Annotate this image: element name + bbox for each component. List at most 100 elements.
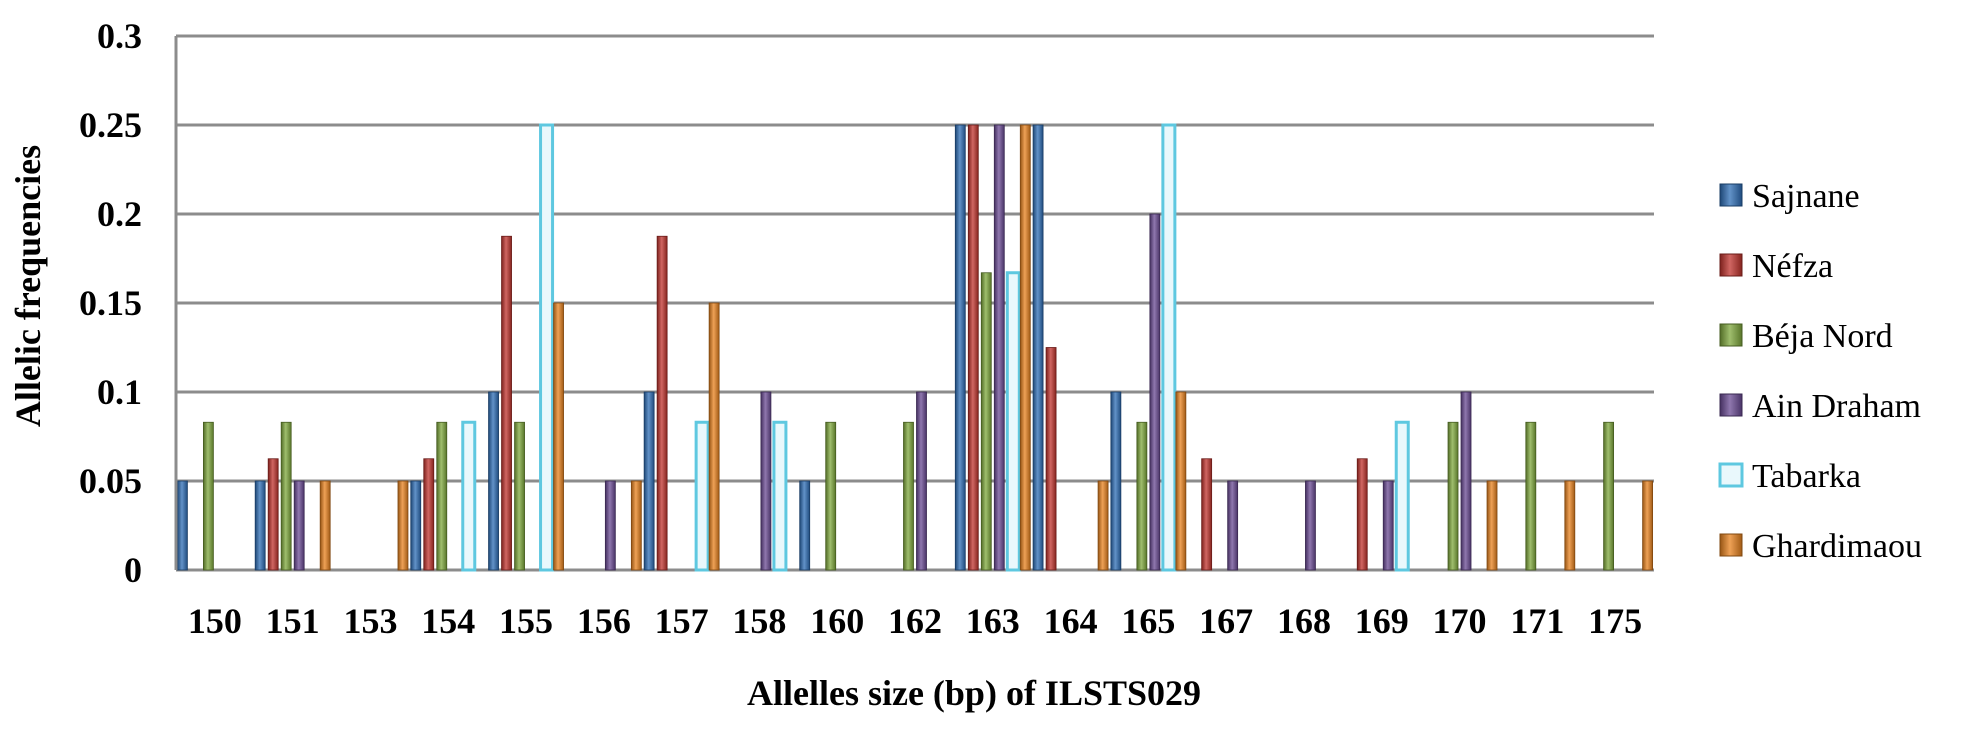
x-tick-label: 158 [732, 601, 786, 641]
x-tick-label: 153 [343, 601, 397, 641]
bar-ghardimaou [553, 302, 564, 571]
bar-tabarka [772, 420, 788, 572]
bar-béja-nord [280, 421, 292, 571]
bar-ghardimaou [1019, 124, 1031, 571]
x-tick-label: 156 [577, 601, 631, 641]
x-tick-label: 162 [888, 601, 942, 641]
bar-sajnane [1110, 391, 1122, 571]
bar-ghardimaou [1486, 480, 1498, 571]
y-tick-label: 0.15 [79, 283, 142, 323]
x-tick-label: 164 [1044, 601, 1098, 641]
bar-sajnane [488, 391, 499, 571]
y-tick-label: 0.3 [97, 16, 142, 56]
bar-béja-nord [903, 421, 914, 571]
x-tick-label: 163 [966, 601, 1020, 641]
bar-ain-draham [1149, 213, 1161, 571]
y-tick-label: 0.2 [97, 194, 142, 234]
x-tick-label: 170 [1433, 601, 1487, 641]
bar-ghardimaou [1175, 391, 1187, 571]
bar-béja-nord [202, 421, 214, 571]
x-tick-label: 167 [1199, 601, 1253, 641]
x-tick-labels: 150 151 153 154 155 156 157 158 160 162 163 164 165 1… [188, 601, 1642, 641]
x-tick-label: 169 [1355, 601, 1409, 641]
bar-sajnane [410, 480, 422, 571]
bar-tabarka [1394, 420, 1410, 572]
bar-tabarka [539, 123, 555, 572]
legend-label: Tabarka [1752, 458, 1861, 495]
legend-label: Sajnane [1752, 178, 1860, 215]
bar-ain-draham [1382, 480, 1394, 571]
y-tick-label: 0.1 [97, 372, 142, 412]
legend-swatch [1719, 533, 1743, 557]
bar-néfza [967, 124, 979, 571]
bar-sajnane [643, 391, 655, 571]
bar-tabarka [1161, 123, 1177, 572]
bar-ghardimaou [708, 302, 720, 571]
bar-néfza [267, 458, 279, 571]
bar-ain-draham [993, 124, 1005, 571]
x-tick-label: 150 [188, 601, 242, 641]
bar-béja-nord [1136, 421, 1148, 571]
bar-ghardimaou [319, 480, 331, 571]
bar-ain-draham [293, 480, 305, 571]
x-tick-label: 165 [1121, 601, 1175, 641]
y-tick-labels: 0 0.05 0.1 0.15 0.2 0.25 0.3 [79, 16, 142, 590]
bar-ain-draham [760, 391, 772, 571]
y-tick-label: 0.05 [79, 461, 142, 501]
x-tick-label: 151 [266, 601, 320, 641]
y-axis-title: Allelic frequencies [8, 145, 48, 427]
bar-béja-nord [436, 421, 448, 571]
x-tick-label: 171 [1510, 601, 1564, 641]
legend-swatch [1719, 393, 1743, 417]
bar-sajnane [799, 480, 811, 571]
x-axis-title: Allelles size (bp) of ILSTS029 [747, 673, 1201, 713]
bar-béja-nord [514, 421, 525, 571]
legend-swatch [1719, 253, 1743, 277]
bar-ghardimaou [397, 480, 409, 571]
x-tick-label: 155 [499, 601, 553, 641]
bar-béja-nord [1525, 421, 1537, 571]
bar-sajnane [176, 480, 188, 571]
bar-béja-nord [1447, 421, 1459, 571]
bar-sajnane [254, 480, 266, 571]
bar-ain-draham [1227, 480, 1239, 571]
bar-néfza [423, 458, 435, 571]
bar-béja-nord [980, 272, 992, 571]
bar-néfza [501, 235, 512, 571]
legend-swatch [1718, 462, 1744, 488]
bar-tabarka [1005, 271, 1021, 572]
x-tick-label: 160 [810, 601, 864, 641]
y-tick-label: 0 [124, 550, 142, 590]
bar-ghardimaou [1097, 480, 1109, 571]
legend-label: Néfza [1752, 248, 1833, 285]
grid-lines [176, 34, 1654, 572]
legend-swatch [1719, 183, 1743, 207]
legend-label: Ain Draham [1752, 388, 1921, 425]
x-tick-label: 154 [421, 601, 475, 641]
y-tick-label: 0.25 [79, 105, 142, 145]
legend-label: Ghardimaou [1752, 528, 1922, 565]
bar-ain-draham [1305, 480, 1316, 571]
legend-swatch [1719, 323, 1743, 347]
bar-tabarka [461, 420, 477, 572]
bar-tabarka [694, 420, 710, 572]
bar-sajnane [954, 124, 966, 571]
bars [176, 123, 1654, 572]
x-tick-label: 168 [1277, 601, 1331, 641]
bar-ghardimaou [1564, 480, 1576, 571]
bar-néfza [1045, 347, 1057, 571]
bar-néfza [656, 235, 668, 571]
x-tick-label: 175 [1588, 601, 1642, 641]
legend: Sajnane Néfza Béja Nord Ain Draham Tabarka Gh… [1718, 178, 1922, 565]
bar-néfza [1356, 458, 1368, 571]
bar-béja-nord [825, 421, 837, 571]
bar-ain-draham [916, 391, 927, 571]
legend-label: Béja Nord [1752, 318, 1893, 355]
x-tick-label: 157 [655, 601, 709, 641]
bar-ghardimaou [630, 480, 642, 571]
bar-néfza [1201, 458, 1213, 571]
bar-béja-nord [1603, 421, 1615, 571]
bar-ain-draham [1460, 391, 1472, 571]
